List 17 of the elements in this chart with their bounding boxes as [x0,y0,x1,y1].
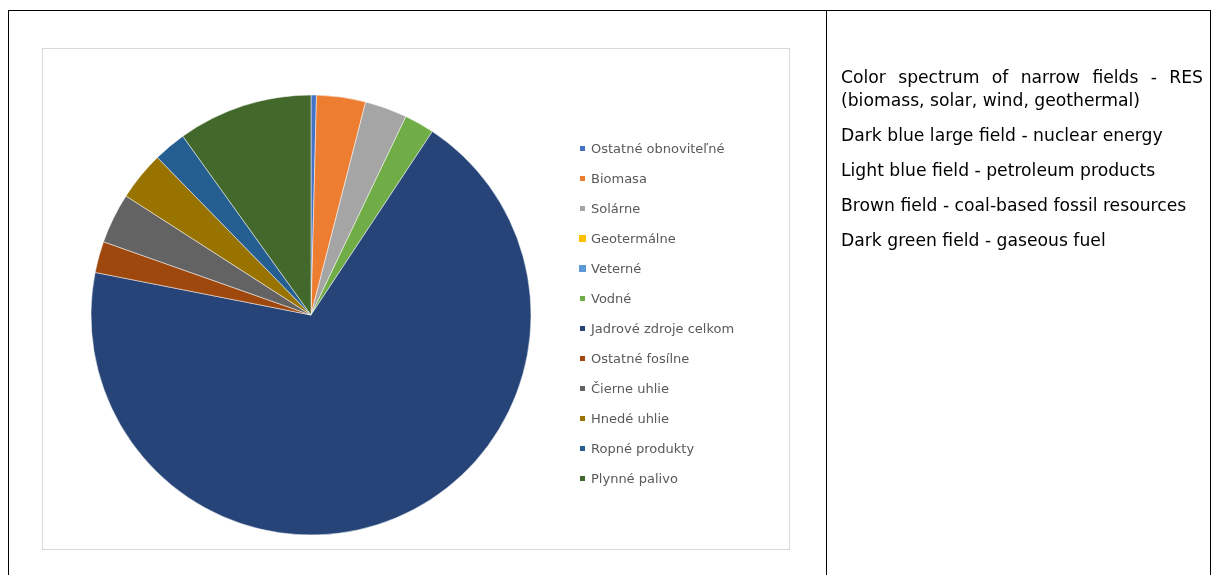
legend-label: Veterné [591,261,642,276]
legend-label: Ostatné obnoviteľné [591,141,725,156]
text: Dark blue large field - nuclear energy [841,124,1164,147]
legend-label: Hnedé uhlie [591,411,670,426]
legend-label: Solárne [591,201,641,216]
legend-label: Jadrové zdroje celkom [590,321,735,336]
legend-label: Geotermálne [591,231,676,246]
text: Brown field - coal-based fossil resources [841,194,1188,217]
legend-label: Ropné produkty [591,441,695,456]
text: Dark green field - gaseous fuel [841,229,1107,252]
legend-label: Ostatné fosílne [591,351,690,366]
legend-label: Plynné palivo [591,471,678,486]
text: Light blue field - petroleum products [841,159,1157,182]
legend-label: Čierne uhlie [591,381,669,396]
legend-label: Biomasa [591,171,647,186]
legend-label: Vodné [591,291,632,306]
text: Color spectrum of narrow fields - RES (biomass, solar, wind, geothermal) [841,66,1203,112]
